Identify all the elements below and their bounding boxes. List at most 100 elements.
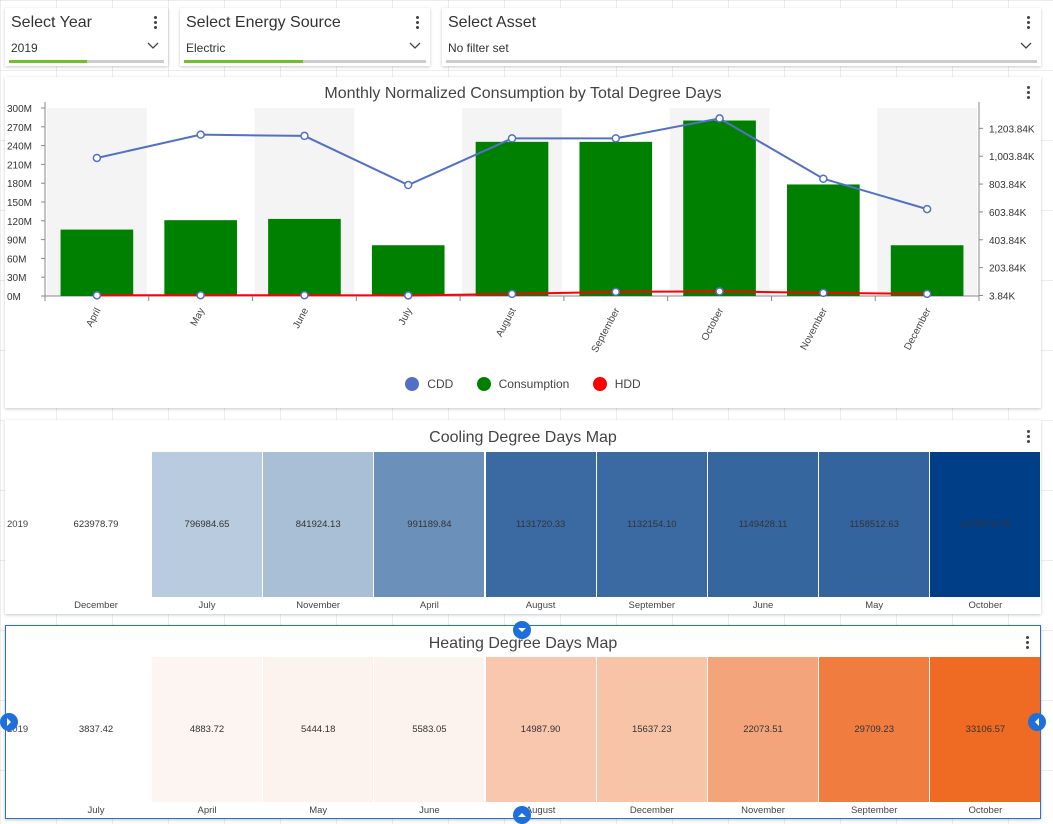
year-slicer-value[interactable]: 2019 [11, 41, 38, 55]
legend-swatch [476, 377, 491, 391]
hdd-tile[interactable]: 33106.57 [930, 657, 1041, 802]
hdd-month-label: October [968, 805, 1003, 816]
asset-slicer-underline [446, 60, 1037, 63]
heating-heatmap: 2019 3837.42 July 4883.72 April 5444.18 May 558… [5, 625, 1041, 819]
y-left-tick-label: 0M [7, 292, 21, 303]
more-options-icon[interactable] [416, 16, 420, 30]
asset-slicer[interactable]: Select Asset No filter set [442, 8, 1041, 66]
hdd-point [92, 291, 102, 300]
chart-legend: CDD Consumption HDD [5, 377, 1041, 391]
cdd-tile[interactable]: 841924.13 [263, 452, 374, 597]
hdd-month-label: May [309, 805, 328, 816]
hdd-tile[interactable]: 4883.72 [152, 657, 262, 802]
cdd-tile[interactable]: 1132154.10 [596, 452, 707, 597]
cdd-month-label: June [752, 600, 774, 611]
hdd-point [196, 290, 205, 300]
more-options-icon[interactable] [1026, 636, 1030, 650]
y-right-tick-label: 203.84K [989, 264, 1027, 275]
y-left-tick-label: 270M [7, 123, 32, 134]
y-left-tick-label: 60M [7, 254, 26, 265]
cdd-tile[interactable]: 1149428.11 [708, 452, 818, 597]
y-right-tick-label: 803.84K [989, 180, 1027, 191]
more-options-icon[interactable] [1027, 86, 1031, 100]
more-options-icon[interactable] [154, 16, 158, 30]
cdd-point [196, 130, 205, 139]
cdd-month-label: September [628, 600, 676, 611]
legend-item-cdd[interactable]: CDD [405, 377, 453, 391]
hdd-tile[interactable]: 22073.51 [708, 657, 818, 802]
y-left-tick-label: 30M [7, 273, 26, 284]
year-slicer[interactable]: Select Year 2019 [5, 8, 168, 66]
consumption-bar [579, 141, 653, 296]
legend-label: CDD [427, 377, 454, 391]
legend-label: HDD [614, 377, 641, 391]
cdd-tile[interactable]: 623978.79 [41, 452, 151, 597]
cdd-month-label: July [198, 600, 216, 611]
hdd-row-label: 2019 [7, 723, 29, 735]
cooling-degree-days-map-card: Cooling Degree Days Map 2019 623978.79 Dec… [5, 420, 1041, 614]
hdd-tile[interactable]: 5583.05 [374, 657, 485, 802]
y-right-tick-label: 603.84K [989, 208, 1027, 219]
cdd-month-label: May [865, 600, 884, 611]
chevron-down-icon [518, 628, 526, 632]
hdd-point [611, 287, 621, 297]
cdd-tile[interactable]: 1275373.75 [930, 452, 1041, 597]
chevron-down-icon[interactable] [408, 38, 422, 52]
hdd-month-label: July [87, 805, 105, 816]
resize-handle-top[interactable] [513, 621, 531, 639]
hdd-tile[interactable]: 3837.42 [41, 657, 151, 802]
cooling-map-title: Cooling Degree Days Map [429, 429, 617, 446]
energy-source-slicer-value[interactable]: Electric [186, 41, 226, 55]
x-tick-label: August [494, 306, 518, 339]
x-tick-label: May [189, 306, 208, 328]
more-options-icon[interactable] [1027, 16, 1031, 30]
resize-handle-bottom[interactable] [513, 806, 531, 824]
cdd-tile[interactable]: 796984.65 [152, 452, 262, 597]
asset-slicer-title: Select Asset [448, 14, 537, 31]
chart-title: Monthly Normalized Consumption by Total … [324, 85, 722, 102]
chevron-left-icon [1035, 718, 1039, 726]
legend-item-hdd[interactable]: HDD [592, 377, 641, 391]
consumption-bar [268, 218, 341, 296]
hdd-tile[interactable]: 5444.18 [263, 657, 374, 802]
cdd-tile[interactable]: 1131720.33 [485, 452, 596, 597]
legend-swatch [592, 377, 607, 391]
hdd-month-label: September [850, 805, 898, 816]
hdd-month-label: August [525, 805, 556, 816]
y-left-tick-label: 90M [7, 236, 26, 247]
cdd-tile[interactable]: 991189.84 [374, 452, 485, 597]
chevron-down-icon[interactable] [1019, 38, 1033, 52]
cdd-tile[interactable]: 1158512.63 [819, 452, 930, 597]
year-slicer-title: Select Year [11, 14, 92, 31]
cdd-month-label: October [968, 600, 1003, 611]
hdd-tile[interactable]: 15637.23 [596, 657, 707, 802]
hdd-tile[interactable]: 14987.90 [485, 657, 596, 802]
more-options-icon[interactable] [1027, 430, 1031, 444]
energy-source-slicer[interactable]: Select Energy Source Electric [180, 8, 430, 66]
asset-slicer-value[interactable]: No filter set [448, 41, 509, 55]
x-tick-label: October [700, 306, 727, 343]
consumption-bar [371, 245, 445, 296]
y-left-tick-label: 120M [7, 217, 32, 228]
chevron-down-icon[interactable] [146, 38, 160, 52]
cdd-point [922, 204, 932, 214]
consumption-bar [475, 141, 549, 296]
cooling-heatmap: 2019 623978.79 December 796984.65 July 841924… [5, 420, 1041, 614]
hdd-month-label: June [419, 805, 440, 816]
consumption-bar [60, 229, 134, 296]
cdd-month-label: November [296, 600, 341, 611]
hdd-month-label: April [197, 805, 217, 816]
consumption-chart-card: Monthly Normalized Consumption by Total … [5, 77, 1041, 408]
legend-item-consumption[interactable]: Consumption [476, 377, 569, 391]
y-right-tick-label: 403.84K [989, 236, 1027, 247]
resize-handle-right[interactable] [1028, 713, 1046, 731]
consumption-bar [890, 245, 964, 296]
hdd-tile[interactable]: 29709.23 [819, 657, 930, 802]
hdd-point [403, 291, 413, 300]
resize-handle-left[interactable] [0, 713, 18, 731]
hdd-month-label: December [629, 805, 674, 816]
cdd-point [300, 131, 309, 141]
year-slicer-underline [9, 60, 164, 63]
legend-swatch [405, 377, 420, 391]
y-left-tick-label: 240M [7, 142, 32, 153]
